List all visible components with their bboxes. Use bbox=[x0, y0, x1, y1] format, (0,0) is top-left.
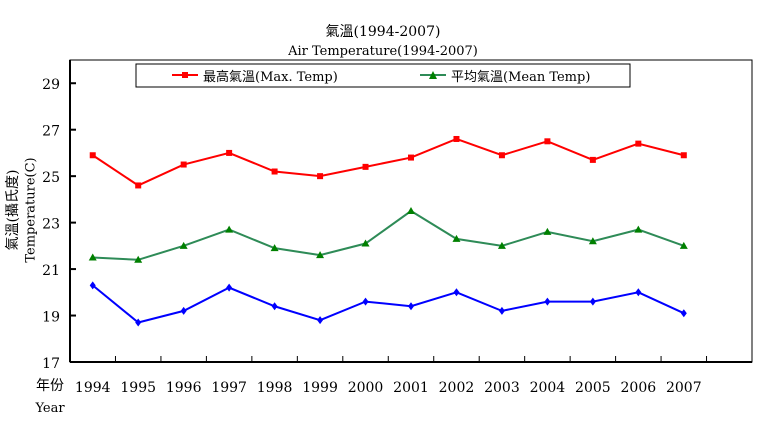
data-point bbox=[408, 302, 414, 311]
series-1 bbox=[88, 207, 688, 263]
data-point bbox=[180, 306, 187, 315]
x-tick-label: 1995 bbox=[120, 380, 156, 396]
data-point bbox=[361, 239, 370, 247]
y-tick-label: 23 bbox=[42, 217, 60, 233]
x-tick-label: 1994 bbox=[75, 380, 111, 396]
data-point bbox=[543, 227, 552, 235]
series-0 bbox=[89, 135, 687, 189]
data-point bbox=[180, 161, 187, 168]
data-point bbox=[89, 152, 96, 159]
x-tick-label: 1998 bbox=[257, 380, 293, 396]
data-point bbox=[134, 255, 143, 263]
series-line bbox=[92, 209, 685, 261]
legend-marker-square bbox=[182, 72, 188, 78]
y-tick-label: 21 bbox=[42, 263, 60, 279]
data-point bbox=[635, 140, 642, 147]
data-point bbox=[498, 306, 505, 315]
x-axis-label-en: Year bbox=[34, 401, 65, 416]
data-point bbox=[226, 149, 233, 156]
y-axis-label-en: Temperature(C) bbox=[24, 157, 39, 262]
data-point bbox=[407, 207, 415, 214]
data-point bbox=[225, 225, 234, 233]
data-point bbox=[589, 156, 596, 163]
series-line bbox=[92, 284, 685, 324]
x-tick-label: 2004 bbox=[530, 380, 566, 396]
data-point bbox=[226, 283, 233, 292]
y-tick-label: 25 bbox=[42, 170, 60, 186]
data-point bbox=[544, 297, 551, 306]
data-point bbox=[680, 309, 687, 318]
data-point bbox=[89, 281, 96, 290]
x-tick-label: 2005 bbox=[575, 380, 611, 396]
x-tick-label: 2000 bbox=[348, 380, 384, 396]
data-point bbox=[408, 154, 414, 161]
x-tick-label: 2001 bbox=[393, 380, 429, 396]
chart-subtitle: Air Temperature(1994-2007) bbox=[287, 44, 478, 59]
x-tick-label: 2003 bbox=[484, 380, 520, 396]
data-point bbox=[316, 251, 325, 259]
data-point bbox=[179, 241, 188, 249]
x-tick-label: 1997 bbox=[211, 380, 247, 396]
y-axis-label-zh: 氣溫(攝氏度) bbox=[5, 170, 21, 251]
legend-label-max: 最高氣溫(Max. Temp) bbox=[203, 69, 338, 85]
data-point bbox=[680, 152, 687, 159]
x-tick-label: 1999 bbox=[302, 380, 338, 396]
data-point bbox=[270, 244, 279, 252]
data-point bbox=[362, 297, 369, 306]
data-point bbox=[452, 234, 461, 242]
data-point bbox=[135, 318, 142, 327]
data-point bbox=[453, 288, 460, 297]
data-point bbox=[271, 302, 278, 311]
data-point bbox=[88, 253, 97, 261]
legend-label-mean: 平均氣溫(Mean Temp) bbox=[451, 70, 590, 85]
y-tick-label: 19 bbox=[42, 310, 60, 326]
data-point bbox=[317, 173, 324, 180]
x-tick-label: 2002 bbox=[439, 380, 475, 396]
y-tick-label: 27 bbox=[42, 124, 60, 140]
data-point bbox=[589, 297, 596, 306]
x-tick-label: 2006 bbox=[621, 380, 657, 396]
data-point bbox=[362, 163, 369, 170]
data-point bbox=[317, 316, 324, 325]
data-point bbox=[588, 237, 597, 245]
y-tick-label: 17 bbox=[42, 356, 60, 372]
data-point bbox=[544, 138, 551, 145]
x-tick-label: 1996 bbox=[166, 380, 202, 396]
y-tick-label: 29 bbox=[42, 77, 60, 93]
data-point bbox=[679, 241, 688, 249]
data-point bbox=[498, 152, 505, 159]
x-axis-label-zh: 年份 bbox=[36, 378, 64, 394]
series-2 bbox=[89, 281, 687, 327]
x-tick-label: 2007 bbox=[666, 380, 702, 396]
data-point bbox=[453, 135, 460, 142]
data-point bbox=[135, 182, 142, 189]
data-point bbox=[635, 288, 642, 297]
series-line bbox=[92, 137, 685, 187]
data-point bbox=[497, 241, 506, 249]
legend-marker-triangle bbox=[429, 71, 437, 79]
legend: 最高氣溫(Max. Temp) 平均氣溫(Mean Temp) bbox=[135, 63, 631, 88]
chart-title: 氣溫(1994-2007) bbox=[326, 24, 441, 40]
data-point bbox=[634, 225, 643, 233]
data-point bbox=[271, 168, 278, 175]
